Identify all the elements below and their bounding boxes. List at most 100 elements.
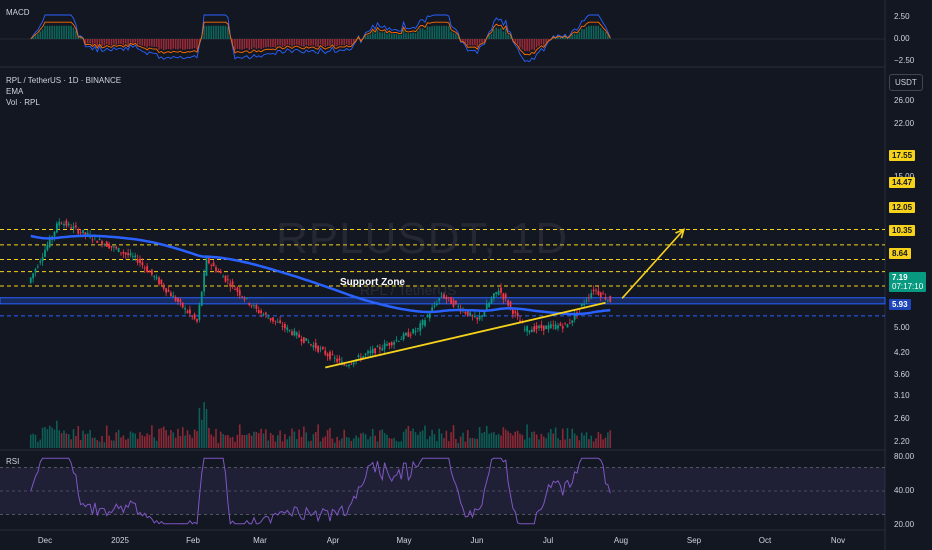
- volume-bar: [134, 433, 137, 448]
- macd-histogram-bar: [288, 39, 291, 46]
- macd-histogram-bar: [459, 39, 462, 41]
- macd-histogram-bar: [533, 39, 536, 51]
- volume-bar: [177, 428, 179, 448]
- macd-histogram-bar: [272, 39, 274, 47]
- macd-histogram-bar: [44, 25, 46, 39]
- volume-bar: [595, 438, 597, 448]
- volume-bar: [32, 433, 34, 448]
- macd-histogram-bar: [265, 39, 267, 48]
- macd-histogram-bar: [34, 35, 37, 39]
- volume-bar: [288, 436, 291, 448]
- x-tick: Oct: [758, 536, 772, 545]
- candle-body: [96, 240, 99, 243]
- candle-body: [181, 302, 184, 308]
- volume-bar: [381, 429, 384, 448]
- macd-legend[interactable]: MACD: [6, 8, 30, 17]
- volume-bar: [502, 427, 505, 448]
- macd-histogram-bar: [545, 39, 547, 43]
- volume-bar: [459, 436, 462, 448]
- macd-histogram-bar: [604, 32, 607, 39]
- candle-body: [267, 317, 270, 319]
- macd-histogram-bar: [590, 25, 593, 39]
- candle-body: [329, 351, 331, 360]
- volume-bar: [272, 434, 274, 448]
- rsi-legend[interactable]: RSI: [6, 457, 20, 466]
- volume-bar: [153, 437, 156, 448]
- volume-bar: [588, 439, 590, 448]
- ema-legend[interactable]: EMA: [6, 87, 24, 96]
- volume-bar: [44, 426, 46, 448]
- volume-bar: [238, 424, 241, 448]
- volume-bar: [262, 433, 265, 448]
- macd-histogram-bar: [426, 26, 429, 39]
- macd-histogram-bar: [341, 39, 343, 46]
- volume-bar: [148, 434, 151, 448]
- volume-bar: [599, 433, 602, 448]
- candle-body: [283, 323, 286, 329]
- candle-body: [464, 312, 467, 314]
- candle-body: [383, 343, 386, 350]
- macd-histogram-bar: [322, 39, 324, 46]
- volume-bar: [326, 430, 329, 448]
- symbol-legend[interactable]: RPL / TetherUS · 1D · BINANCE: [6, 76, 122, 85]
- candle-body: [86, 232, 89, 235]
- price-tick: 15.00: [894, 172, 930, 181]
- candle-body: [540, 324, 543, 329]
- candle-body: [248, 303, 251, 306]
- volume-bar: [393, 437, 395, 448]
- candle-body: [200, 291, 203, 306]
- macd-histogram-bar: [379, 32, 381, 39]
- volume-bar: [374, 435, 376, 448]
- macd-histogram-bar: [179, 39, 182, 49]
- support-zone-label: Support Zone: [340, 277, 405, 288]
- candle-body: [293, 330, 296, 336]
- volume-bar: [234, 441, 236, 448]
- volume-bar: [196, 431, 198, 448]
- candle-body: [127, 252, 130, 256]
- volume-bar: [433, 434, 436, 448]
- candle-body: [585, 300, 588, 302]
- macd-histogram-bar: [110, 39, 113, 46]
- candle-body: [295, 332, 298, 336]
- candle-body: [186, 310, 189, 313]
- macd-histogram-bar: [436, 25, 438, 39]
- price-tag-17-55: 17.55: [889, 150, 916, 161]
- candle-body: [74, 225, 77, 228]
- macd-histogram-bar: [219, 25, 222, 39]
- volume-bar: [319, 441, 322, 448]
- bar-countdown: 07:17:10: [892, 282, 924, 291]
- candle-body: [445, 296, 448, 300]
- candle-body: [604, 297, 607, 300]
- macd-histogram-bar: [250, 39, 253, 50]
- candle-body: [53, 231, 56, 237]
- x-tick: Jul: [542, 536, 554, 545]
- macd-histogram-bar: [196, 39, 198, 50]
- macd-histogram-bar: [132, 39, 134, 44]
- price-tick: 26.00: [894, 96, 915, 105]
- candle-body: [519, 320, 521, 323]
- candle-body: [148, 271, 151, 273]
- volume-bar: [314, 432, 317, 448]
- projection-arrow: [621, 229, 685, 299]
- volume-bar: [167, 435, 170, 448]
- volume-bar: [70, 439, 72, 448]
- volume-bar: [293, 431, 296, 448]
- volume-bar: [561, 428, 564, 448]
- volume-bar: [360, 433, 362, 448]
- volume-legend[interactable]: Vol · RPL: [6, 98, 40, 107]
- macd-histogram-bar: [238, 39, 241, 50]
- currency-button[interactable]: USDT: [889, 74, 923, 91]
- volume-bar: [519, 433, 521, 448]
- candle-body: [367, 351, 369, 354]
- macd-histogram-bar: [395, 33, 398, 39]
- volume-bar: [345, 437, 348, 448]
- price-tick: 2.60: [894, 414, 910, 423]
- candle-body: [55, 223, 58, 233]
- candle-body: [400, 338, 403, 340]
- macd-histogram-bar: [457, 35, 460, 39]
- candle-body: [79, 232, 82, 234]
- macd-histogram-bar: [310, 39, 312, 46]
- candle-body: [41, 257, 44, 262]
- candle-body: [595, 289, 597, 291]
